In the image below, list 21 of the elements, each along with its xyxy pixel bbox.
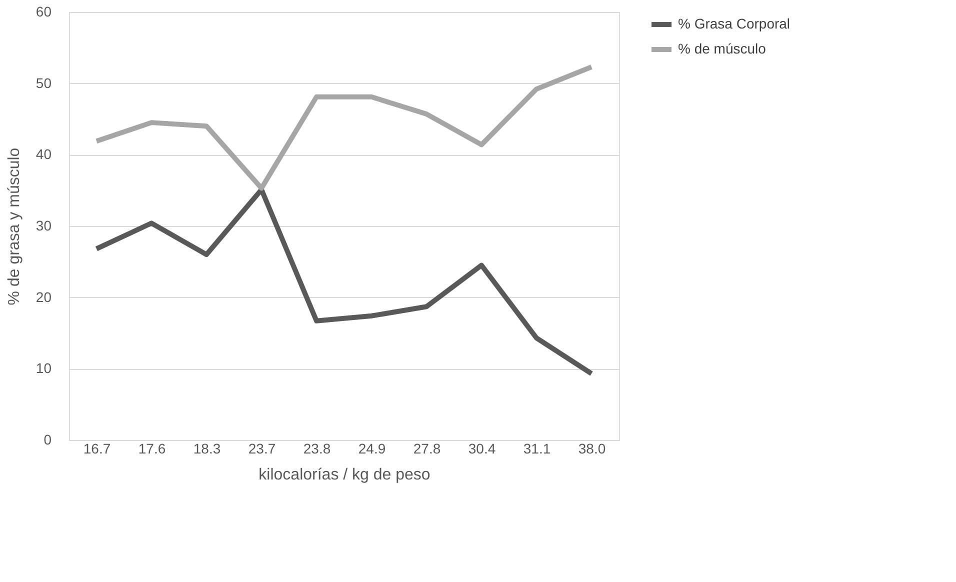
x-tick-label: 16.7	[83, 440, 111, 456]
x-tick-label: 27.8	[413, 440, 441, 456]
x-tick-label: 23.7	[248, 440, 276, 456]
legend-label: % Grasa Corporal	[678, 16, 790, 32]
x-tick-label: 30.4	[468, 440, 496, 456]
y-tick-label: 60	[36, 4, 52, 20]
x-tick-label: 38.0	[578, 440, 606, 456]
x-tick-label: 17.6	[138, 440, 166, 456]
x-tick-label: 23.8	[303, 440, 331, 456]
y-tick-label: 10	[36, 360, 52, 376]
y-tick-label: 40	[36, 146, 52, 162]
x-tick-label: 31.1	[523, 440, 551, 456]
y-tick-label: 50	[36, 74, 52, 91]
y-tick-label: 0	[44, 432, 52, 448]
legend-label: % de músculo	[678, 40, 766, 56]
y-axis-title: % de grasa y músculo	[6, 148, 23, 306]
x-tick-label: 24.9	[358, 440, 386, 456]
y-tick-label: 20	[36, 288, 52, 305]
x-axis-title: kilocalorías / kg de peso	[258, 466, 430, 484]
y-tick-label: 30	[36, 218, 52, 234]
x-tick-label: 18.3	[193, 440, 221, 456]
